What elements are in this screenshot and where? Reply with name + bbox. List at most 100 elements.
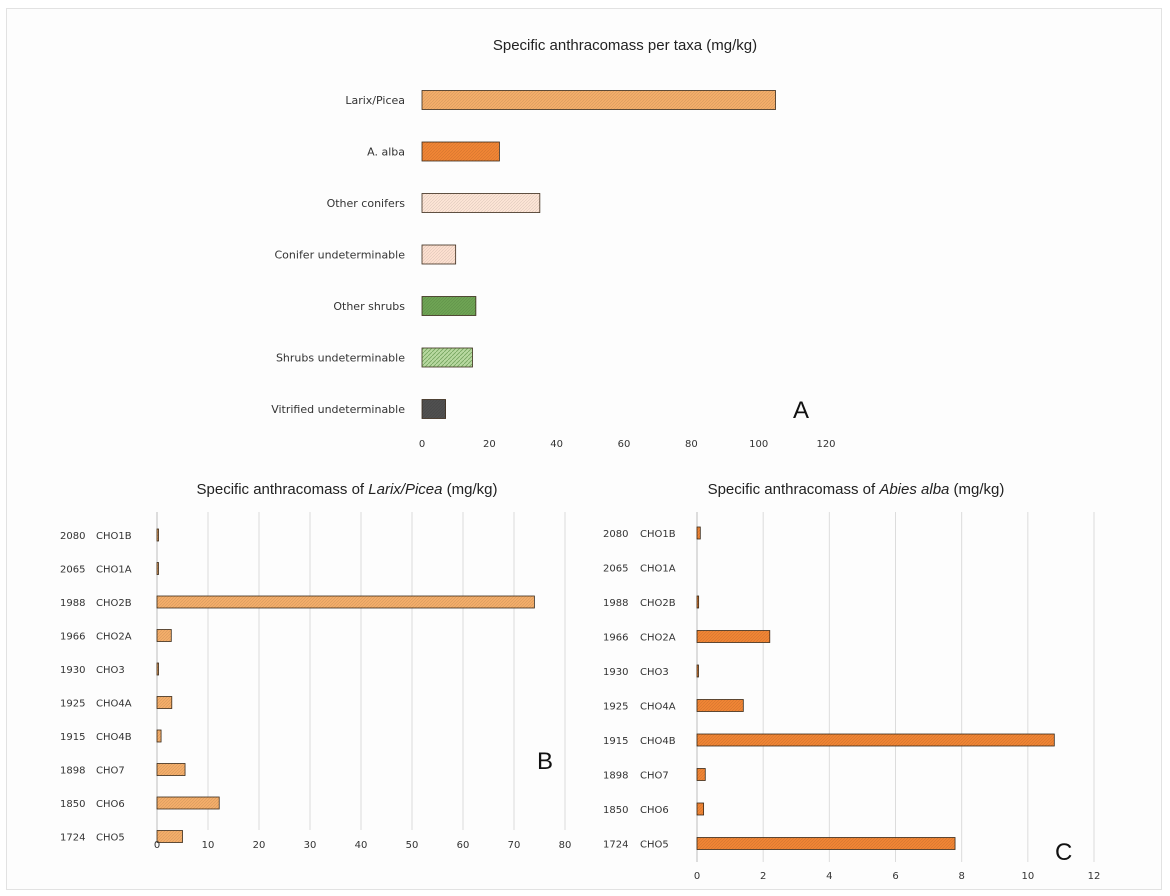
- chart-b-tick-label: 20: [253, 840, 266, 851]
- chart-c-bar-texture: [697, 803, 704, 815]
- chart-b-tick-label: 40: [355, 840, 368, 851]
- chart-b-sample-label: CHO1B: [96, 531, 132, 542]
- chart-b-tick-label: 80: [559, 840, 572, 851]
- chart-b-sample-label: CHO5: [96, 833, 125, 844]
- chart-c-year-label: 1966: [603, 633, 628, 644]
- chart-a-tick-label: 40: [550, 439, 563, 450]
- chart-a-category-label: Shrubs undeterminable: [276, 352, 405, 365]
- chart-b-sample-label: CHO1A: [96, 565, 132, 576]
- chart-b-tick-label: 70: [508, 840, 521, 851]
- chart-a-bars: Larix/Picea A. alba Other conifers Conifer …: [271, 90, 836, 450]
- chart-b-sample-label: CHO6: [96, 799, 125, 810]
- chart-c-sample-label: CHO6: [640, 805, 669, 816]
- chart-c: Specific anthracomass of Abies alba (mg/…: [603, 481, 1100, 882]
- chart-c-year-label: 1915: [603, 736, 628, 747]
- chart-a-bar-texture: [422, 142, 500, 161]
- chart-b-sample-label: CHO7: [96, 766, 125, 777]
- chart-c-tick-label: 0: [694, 871, 700, 882]
- chart-a-category-label: Conifer undeterminable: [275, 249, 406, 262]
- chart-b-year-label: 1966: [60, 632, 85, 643]
- chart-c-sample-label: CHO3: [640, 667, 669, 678]
- chart-c-title: Specific anthracomass of Abies alba (mg/…: [708, 481, 1005, 498]
- chart-c-year-label: 1930: [603, 667, 628, 678]
- chart-c-title-prefix: Specific anthracomass of: [708, 481, 880, 498]
- chart-a-bar-texture: [422, 245, 456, 264]
- chart-b-title-prefix: Specific anthracomass of: [197, 481, 369, 498]
- chart-b-tick-label: 10: [202, 840, 215, 851]
- chart-b-sample-label: CHO2B: [96, 598, 132, 609]
- chart-c-tick-label: 4: [826, 871, 832, 882]
- chart-c-year-label: 2065: [603, 564, 628, 575]
- chart-c-sample-label: CHO4B: [640, 736, 676, 747]
- chart-a-category-label: A. alba: [367, 146, 405, 159]
- chart-a-tick-label: 100: [749, 439, 768, 450]
- chart-b-title-italic: Larix/Picea: [368, 481, 442, 498]
- chart-a-category-label: Vitrified undeterminable: [271, 403, 405, 416]
- chart-a-bar-texture: [422, 296, 476, 316]
- chart-a-bar-texture: [422, 348, 473, 367]
- chart-b-year-label: 2080: [60, 531, 85, 542]
- chart-c-bar-texture: [697, 630, 770, 643]
- chart-b: Specific anthracomass of Larix/Picea (mg…: [60, 481, 571, 851]
- chart-a-category-label: Other shrubs: [333, 300, 405, 313]
- chart-c-bar-texture: [697, 665, 699, 677]
- chart-b-tick-label: 0: [154, 840, 160, 851]
- chart-c-year-label: 2080: [603, 529, 628, 540]
- chart-b-year-label: 1850: [60, 799, 85, 810]
- chart-c-year-label: 1988: [603, 598, 628, 609]
- chart-c-bar-texture: [697, 596, 699, 608]
- chart-b-year-label: 1988: [60, 598, 85, 609]
- chart-b-year-label: 2065: [60, 565, 85, 576]
- chart-b-bar-texture: [157, 663, 159, 675]
- chart-b-bar-texture: [157, 797, 220, 809]
- chart-b-bar-texture: [157, 596, 535, 608]
- chart-b-bar-texture: [157, 696, 172, 709]
- chart-a-category-label: Other conifers: [327, 197, 406, 210]
- chart-b-bar-texture: [157, 830, 183, 843]
- chart-b-sample-label: CHO4A: [96, 699, 132, 710]
- chart-a-category-label: Larix/Picea: [345, 94, 405, 107]
- chart-a-tick-label: 0: [419, 439, 425, 450]
- chart-c-sample-label: CHO4A: [640, 702, 676, 713]
- chart-b-sample-label: CHO3: [96, 665, 125, 676]
- chart-b-panel-label: B: [537, 748, 553, 775]
- chart-c-sample-label: CHO1B: [640, 529, 676, 540]
- chart-a-tick-label: 120: [816, 439, 835, 450]
- chart-c-year-label: 1898: [603, 771, 628, 782]
- chart-b-bar-texture: [157, 629, 172, 642]
- chart-b-year-label: 1915: [60, 732, 85, 743]
- chart-c-bar-texture: [697, 837, 956, 850]
- chart-c-bar-texture: [697, 768, 706, 781]
- chart-a-tick-label: 60: [618, 439, 631, 450]
- chart-c-bar-texture: [697, 527, 701, 539]
- chart-b-bar-texture: [157, 529, 159, 541]
- chart-b-tick-label: 60: [457, 840, 470, 851]
- chart-c-sample-label: CHO5: [640, 840, 669, 851]
- chart-a-tick-label: 80: [685, 439, 698, 450]
- chart-b-bar-texture: [157, 730, 162, 742]
- chart-c-title-suffix: (mg/kg): [949, 481, 1004, 498]
- chart-b-year-label: 1930: [60, 665, 85, 676]
- chart-c-title-italic: Abies alba: [878, 481, 949, 498]
- chart-c-bar-texture: [697, 699, 744, 712]
- chart-c-tick-label: 2: [760, 871, 766, 882]
- chart-a-bar-texture: [422, 193, 540, 213]
- chart-b-title-suffix: (mg/kg): [442, 481, 497, 498]
- chart-c-sample-label: CHO1A: [640, 564, 676, 575]
- chart-c-sample-label: CHO2B: [640, 598, 676, 609]
- chart-c-year-label: 1925: [603, 702, 628, 713]
- chart-a-title: Specific anthracomass per taxa (mg/kg): [493, 37, 757, 54]
- chart-c-tick-label: 8: [958, 871, 964, 882]
- chart-b-tick-label: 50: [406, 840, 419, 851]
- chart-c-tick-label: 12: [1088, 871, 1101, 882]
- chart-b-bar-texture: [157, 763, 186, 776]
- chart-b-title: Specific anthracomass of Larix/Picea (mg…: [197, 481, 498, 498]
- chart-b-tick-label: 30: [304, 840, 317, 851]
- chart-c-sample-label: CHO7: [640, 771, 669, 782]
- chart-c-year-label: 1724: [603, 840, 628, 851]
- chart-b-year-label: 1925: [60, 699, 85, 710]
- chart-a-bar-texture: [422, 90, 776, 110]
- chart-c-panel-label: C: [1055, 839, 1072, 866]
- chart-b-sample-label: CHO2A: [96, 632, 132, 643]
